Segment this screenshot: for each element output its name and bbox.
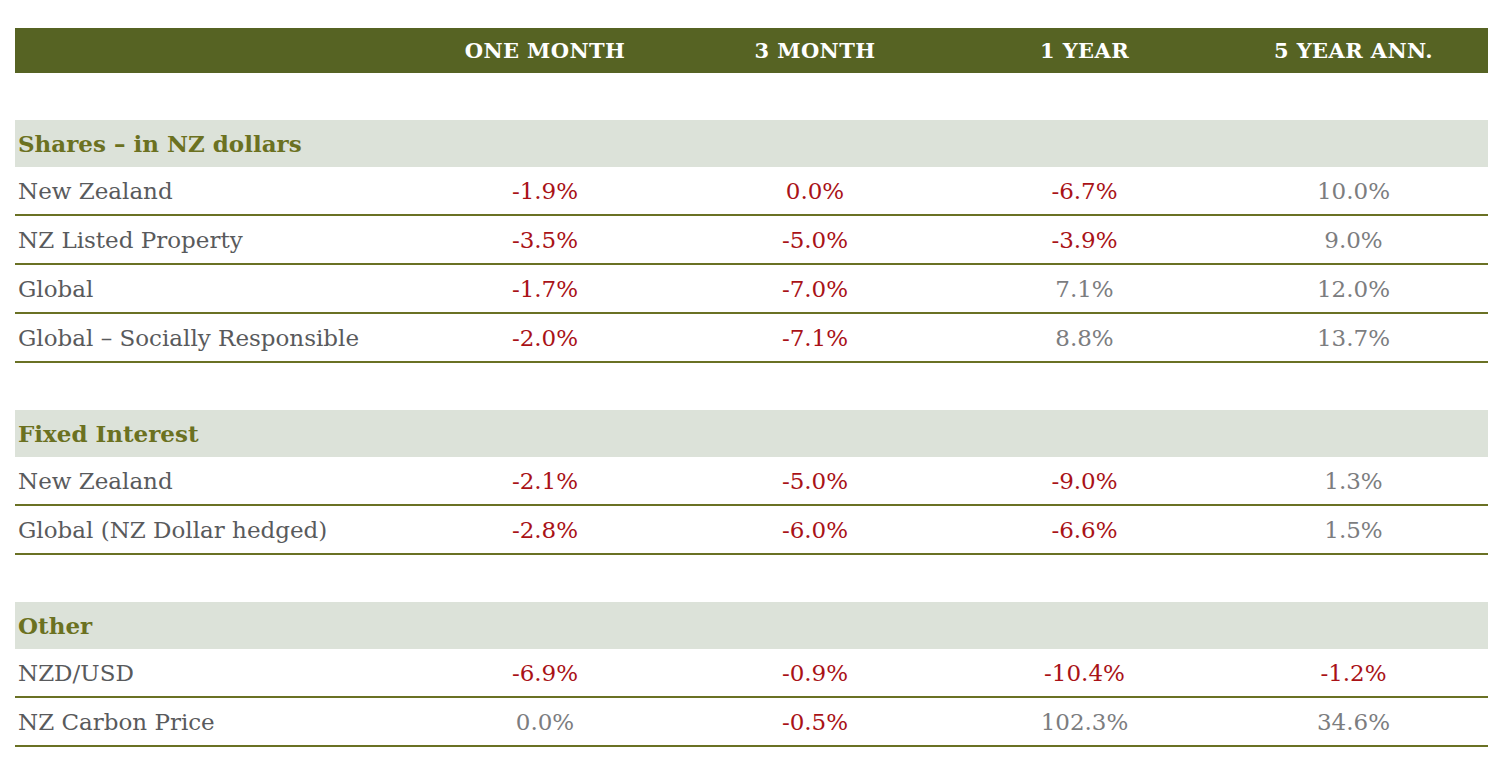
section-title: Other: [15, 602, 1488, 649]
row-label: NZ Carbon Price: [15, 709, 410, 735]
value-cell: 7.1%: [950, 276, 1219, 302]
table-row: NZ Listed Property-3.5%-5.0%-3.9%9.0%: [15, 216, 1488, 265]
column-header-3-month: 3 MONTH: [680, 38, 950, 63]
value-cell: -1.7%: [410, 276, 680, 302]
value-cell: 13.7%: [1219, 325, 1488, 351]
section-shares-in-nz-dollars: Shares – in NZ dollarsNew Zealand-1.9%0.…: [15, 120, 1488, 363]
value-cell: -9.0%: [950, 468, 1219, 494]
value-cell: -3.9%: [950, 227, 1219, 253]
value-cell: -2.0%: [410, 325, 680, 351]
value-cell: -6.7%: [950, 178, 1219, 204]
section-other: OtherNZD/USD-6.9%-0.9%-10.4%-1.2%NZ Carb…: [15, 602, 1488, 747]
column-header-one-month: ONE MONTH: [410, 38, 680, 63]
row-label: NZD/USD: [15, 660, 410, 686]
row-label: NZ Listed Property: [15, 227, 410, 253]
value-cell: -10.4%: [950, 660, 1219, 686]
value-cell: 10.0%: [1219, 178, 1488, 204]
column-header-1-year: 1 YEAR: [950, 38, 1219, 63]
value-cell: -6.6%: [950, 517, 1219, 543]
value-cell: -2.1%: [410, 468, 680, 494]
row-label: New Zealand: [15, 178, 410, 204]
value-cell: 0.0%: [680, 178, 950, 204]
value-cell: 12.0%: [1219, 276, 1488, 302]
value-cell: 8.8%: [950, 325, 1219, 351]
table-row: New Zealand-1.9%0.0%-6.7%10.0%: [15, 167, 1488, 216]
row-label: Global (NZ Dollar hedged): [15, 517, 410, 543]
value-cell: 34.6%: [1219, 709, 1488, 735]
section-title: Fixed Interest: [15, 410, 1488, 457]
value-cell: 9.0%: [1219, 227, 1488, 253]
value-cell: -3.5%: [410, 227, 680, 253]
value-cell: -2.8%: [410, 517, 680, 543]
value-cell: -7.1%: [680, 325, 950, 351]
value-cell: -7.0%: [680, 276, 950, 302]
column-header-5-year-ann: 5 YEAR ANN.: [1219, 38, 1488, 63]
value-cell: -0.9%: [680, 660, 950, 686]
column-header-row: ONE MONTH 3 MONTH 1 YEAR 5 YEAR ANN.: [15, 28, 1488, 73]
value-cell: 0.0%: [410, 709, 680, 735]
value-cell: -6.0%: [680, 517, 950, 543]
value-cell: 1.3%: [1219, 468, 1488, 494]
table-row: NZ Carbon Price0.0%-0.5%102.3%34.6%: [15, 698, 1488, 747]
value-cell: 102.3%: [950, 709, 1219, 735]
row-label: Global: [15, 276, 410, 302]
value-cell: -1.9%: [410, 178, 680, 204]
market-returns-table: ONE MONTH 3 MONTH 1 YEAR 5 YEAR ANN. Sha…: [15, 28, 1488, 747]
table-row: Global-1.7%-7.0%7.1%12.0%: [15, 265, 1488, 314]
table-row: NZD/USD-6.9%-0.9%-10.4%-1.2%: [15, 649, 1488, 698]
table-body: Shares – in NZ dollarsNew Zealand-1.9%0.…: [15, 120, 1488, 747]
value-cell: -5.0%: [680, 227, 950, 253]
section-fixed-interest: Fixed InterestNew Zealand-2.1%-5.0%-9.0%…: [15, 410, 1488, 555]
value-cell: -0.5%: [680, 709, 950, 735]
value-cell: 1.5%: [1219, 517, 1488, 543]
table-row: Global (NZ Dollar hedged)-2.8%-6.0%-6.6%…: [15, 506, 1488, 555]
row-label: Global – Socially Responsible: [15, 325, 410, 351]
row-label: New Zealand: [15, 468, 410, 494]
table-row: New Zealand-2.1%-5.0%-9.0%1.3%: [15, 457, 1488, 506]
value-cell: -5.0%: [680, 468, 950, 494]
table-row: Global – Socially Responsible-2.0%-7.1%8…: [15, 314, 1488, 363]
value-cell: -1.2%: [1219, 660, 1488, 686]
section-title: Shares – in NZ dollars: [15, 120, 1488, 167]
value-cell: -6.9%: [410, 660, 680, 686]
